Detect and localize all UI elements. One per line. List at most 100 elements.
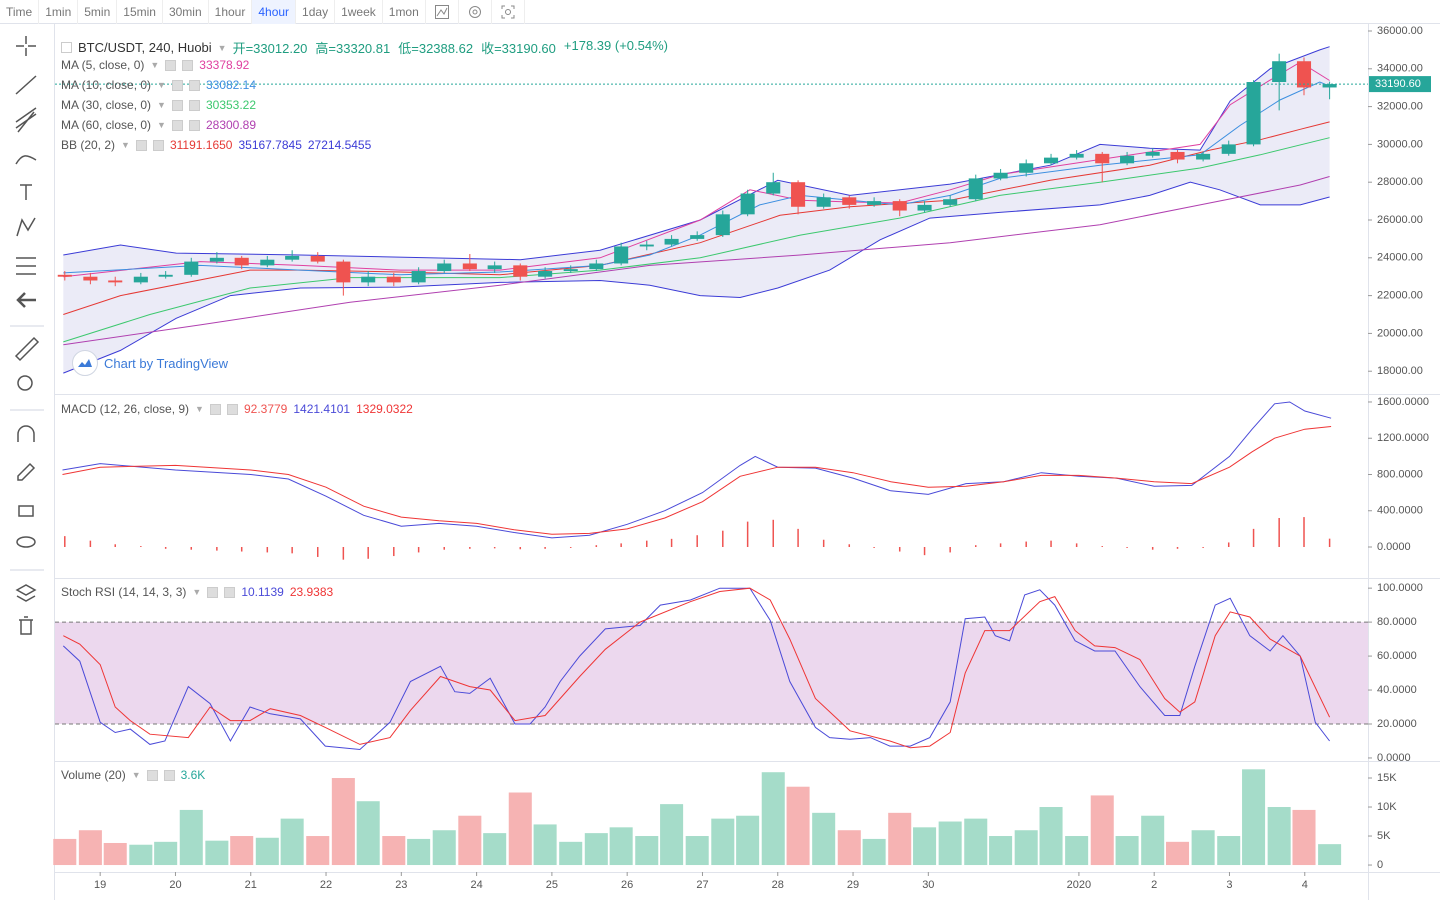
candle-body [336, 261, 351, 283]
back-tool[interactable] [16, 292, 36, 308]
remove-button[interactable] [188, 99, 200, 111]
x-tick-label: 24 [470, 879, 482, 891]
volume-bar [129, 844, 153, 866]
fib-tool[interactable] [15, 107, 37, 133]
pattern-tool[interactable] [16, 217, 36, 237]
candle-body [614, 246, 629, 264]
layers-tool[interactable] [15, 584, 37, 602]
measure-tool[interactable] [14, 336, 40, 362]
interval-button[interactable]: 1week [335, 0, 383, 24]
lock-drawing-tool[interactable] [17, 462, 36, 481]
candle-body [133, 276, 148, 283]
value-label: 3.6K [180, 768, 206, 782]
candle-body [83, 276, 98, 281]
brush-tool[interactable] [15, 155, 37, 165]
volume-bar [1166, 841, 1190, 866]
candle-body [968, 178, 983, 200]
volume-bar [786, 786, 810, 866]
interval-button[interactable]: 1day [296, 0, 336, 24]
x-tick-label: 28 [772, 879, 784, 891]
crosshair-tool[interactable] [16, 36, 36, 56]
volume-legend: Volume (20) ▼ 3.6K [61, 768, 205, 782]
candle-body [1221, 144, 1236, 154]
settings-button[interactable] [171, 99, 183, 111]
volume-bar [255, 837, 279, 866]
remove-button[interactable] [224, 586, 236, 598]
candle-body [538, 271, 553, 277]
interval-button[interactable]: 15min [117, 0, 163, 24]
candle-body [234, 257, 249, 266]
interval-button[interactable]: 1mon [383, 0, 426, 24]
y-tick-label: 0 [1377, 859, 1383, 871]
x-tick-label: 2020 [1067, 879, 1091, 891]
remove-button[interactable] [188, 79, 200, 91]
volume-bar [609, 827, 633, 866]
settings-button[interactable] [209, 403, 221, 415]
value-label: 27214.5455 [307, 138, 372, 152]
remove-button[interactable] [163, 769, 175, 781]
interval-button[interactable]: 5min [78, 0, 118, 24]
indicator-label: Volume (20) [61, 768, 126, 782]
zoom-tool[interactable] [17, 375, 33, 391]
volume-bar [938, 821, 962, 866]
y-tick-label: 0.0000 [1377, 752, 1411, 764]
volume-bar [306, 836, 330, 866]
indicator-label: BB (20, 2) [61, 138, 116, 152]
volume-bar [812, 812, 836, 866]
settings-button[interactable] [146, 769, 158, 781]
value-label: 28300.89 [205, 118, 257, 132]
delete-tool[interactable] [19, 616, 33, 635]
icon [501, 5, 515, 18]
interval-button[interactable]: 1hour [209, 0, 253, 24]
remove-button[interactable] [152, 139, 164, 151]
settings-button[interactable] [135, 139, 147, 151]
interval-button[interactable]: 4hour [252, 0, 297, 24]
candle-body [1145, 151, 1160, 156]
visibility-tool[interactable] [16, 536, 36, 548]
remove-button[interactable] [226, 403, 238, 415]
candle-body [563, 269, 578, 272]
candle-body [1095, 153, 1110, 164]
prediction-tool[interactable] [16, 257, 36, 275]
x-tick-label: 21 [245, 879, 257, 891]
screenshot-button[interactable] [492, 0, 525, 24]
indicator-line [62, 426, 1332, 535]
settings-button[interactable] [459, 0, 492, 24]
y-tick-label: 20000.00 [1377, 327, 1423, 339]
interval-button[interactable]: 1min [39, 0, 79, 24]
chart-style-button[interactable] [426, 0, 459, 24]
candle-body [361, 276, 376, 283]
indicator-label: MA (60, close, 0) [61, 118, 152, 132]
candle-body [1019, 163, 1034, 173]
y-tick-label: 28000.00 [1377, 176, 1423, 188]
interval-button[interactable]: 30min [163, 0, 209, 24]
lock-tool[interactable] [18, 505, 34, 517]
magnet-tool[interactable] [17, 425, 35, 442]
pane-borders [54, 24, 1440, 900]
caret: ▼ [192, 587, 202, 597]
collapse-button[interactable] [61, 42, 72, 53]
volume-bar [432, 830, 456, 866]
trendline-tool[interactable] [15, 75, 37, 95]
settings-button[interactable] [207, 586, 219, 598]
candle-body [842, 197, 857, 205]
ohlc-value: 收=33190.60 [481, 41, 556, 56]
settings-button[interactable] [171, 119, 183, 131]
settings-button[interactable] [165, 59, 177, 71]
volume-bar [1141, 815, 1165, 866]
volume-bar [280, 818, 304, 866]
x-tick-label: 4 [1302, 879, 1308, 891]
symbol: BTC/USDT, 240, Huobi [78, 40, 212, 55]
value-label: 10.1139 [241, 585, 284, 599]
value-label: 31191.1650 [169, 138, 233, 152]
settings-button[interactable] [171, 79, 183, 91]
text-tool[interactable] [20, 184, 32, 200]
remove-button[interactable] [188, 119, 200, 131]
interval-list: Time 1min 5min 15min 30min 1hour 4hour 1day 1wee… [0, 0, 426, 24]
interval-button[interactable]: Time [0, 0, 40, 24]
y-tick-label: 26000.00 [1377, 214, 1423, 226]
ohlc-value: 开=33012.20 [232, 41, 308, 56]
remove-button[interactable] [182, 59, 194, 71]
candle-body [715, 214, 730, 236]
candle-body [816, 197, 831, 207]
